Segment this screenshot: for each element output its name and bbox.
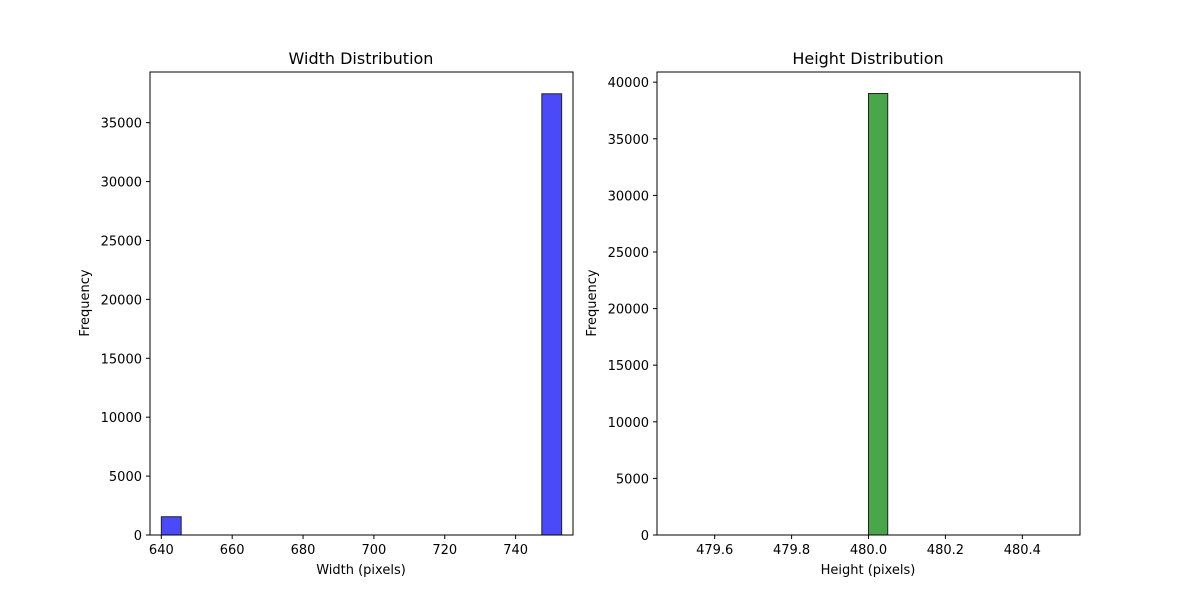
height-y-axis-label: Frequency bbox=[585, 269, 600, 336]
width-plot-frame bbox=[149, 71, 574, 536]
width-x-tick-label: 720 bbox=[432, 543, 457, 558]
width-x-axis-ticks: 640 660 680 700 720 740 bbox=[149, 535, 528, 558]
width-y-axis-label: Frequency bbox=[78, 269, 93, 336]
height-y-tick-label: 10000 bbox=[608, 416, 649, 431]
height-x-tick-label: 480.0 bbox=[850, 543, 887, 558]
width-chart-title: Width Distribution bbox=[289, 49, 434, 68]
height-plot-frame bbox=[656, 71, 1081, 536]
height-y-tick-label: 40000 bbox=[608, 76, 649, 91]
width-y-axis-ticks: 0 5000 10000 15000 20000 25000 30000 35000 bbox=[101, 117, 150, 544]
height-y-tick-label: 5000 bbox=[616, 472, 649, 487]
height-histogram-bar bbox=[868, 93, 889, 536]
width-histogram-bar bbox=[160, 516, 182, 536]
height-y-tick-label: 15000 bbox=[608, 359, 649, 374]
width-x-axis-label: Width (pixels) bbox=[316, 563, 406, 578]
width-x-tick-label: 660 bbox=[220, 543, 245, 558]
width-y-tick-label: 30000 bbox=[101, 176, 142, 191]
width-y-tick-label: 10000 bbox=[101, 411, 142, 426]
height-y-tick-label: 20000 bbox=[608, 303, 649, 318]
width-y-tick-label: 20000 bbox=[101, 293, 142, 308]
width-y-tick-label: 5000 bbox=[109, 470, 142, 485]
width-x-tick-label: 700 bbox=[361, 543, 386, 558]
height-histogram-bars bbox=[868, 93, 889, 536]
height-x-tick-label: 480.4 bbox=[1004, 543, 1041, 558]
width-y-tick-label: 25000 bbox=[101, 234, 142, 249]
height-x-tick-label: 480.2 bbox=[927, 543, 964, 558]
width-histogram-bar bbox=[541, 93, 563, 536]
height-chart-title: Height Distribution bbox=[792, 49, 943, 68]
height-x-tick-label: 479.8 bbox=[773, 543, 810, 558]
width-x-tick-label: 640 bbox=[149, 543, 174, 558]
height-y-tick-label: 0 bbox=[641, 529, 649, 544]
width-y-tick-label: 15000 bbox=[101, 352, 142, 367]
width-y-tick-label: 35000 bbox=[101, 117, 142, 132]
height-y-axis-ticks: 0 5000 10000 15000 20000 25000 30000 35000 40000 bbox=[608, 76, 657, 544]
width-histogram-bars bbox=[160, 93, 563, 536]
height-x-tick-label: 479.6 bbox=[696, 543, 733, 558]
width-y-tick-label: 0 bbox=[134, 529, 142, 544]
width-x-tick-label: 740 bbox=[503, 543, 528, 558]
width-histogram-panel: Width Distribution 640 660 680 700 720 740 0 5… bbox=[78, 49, 574, 578]
height-x-axis-label: Height (pixels) bbox=[821, 563, 916, 578]
height-y-tick-label: 30000 bbox=[608, 189, 649, 204]
height-histogram-panel: Height Distribution 479.6 479.8 480.0 480.2… bbox=[585, 49, 1081, 578]
width-x-tick-label: 680 bbox=[291, 543, 316, 558]
height-x-axis-ticks: 479.6 479.8 480.0 480.2 480.4 bbox=[696, 535, 1041, 558]
height-y-tick-label: 35000 bbox=[608, 133, 649, 148]
height-y-tick-label: 25000 bbox=[608, 246, 649, 261]
